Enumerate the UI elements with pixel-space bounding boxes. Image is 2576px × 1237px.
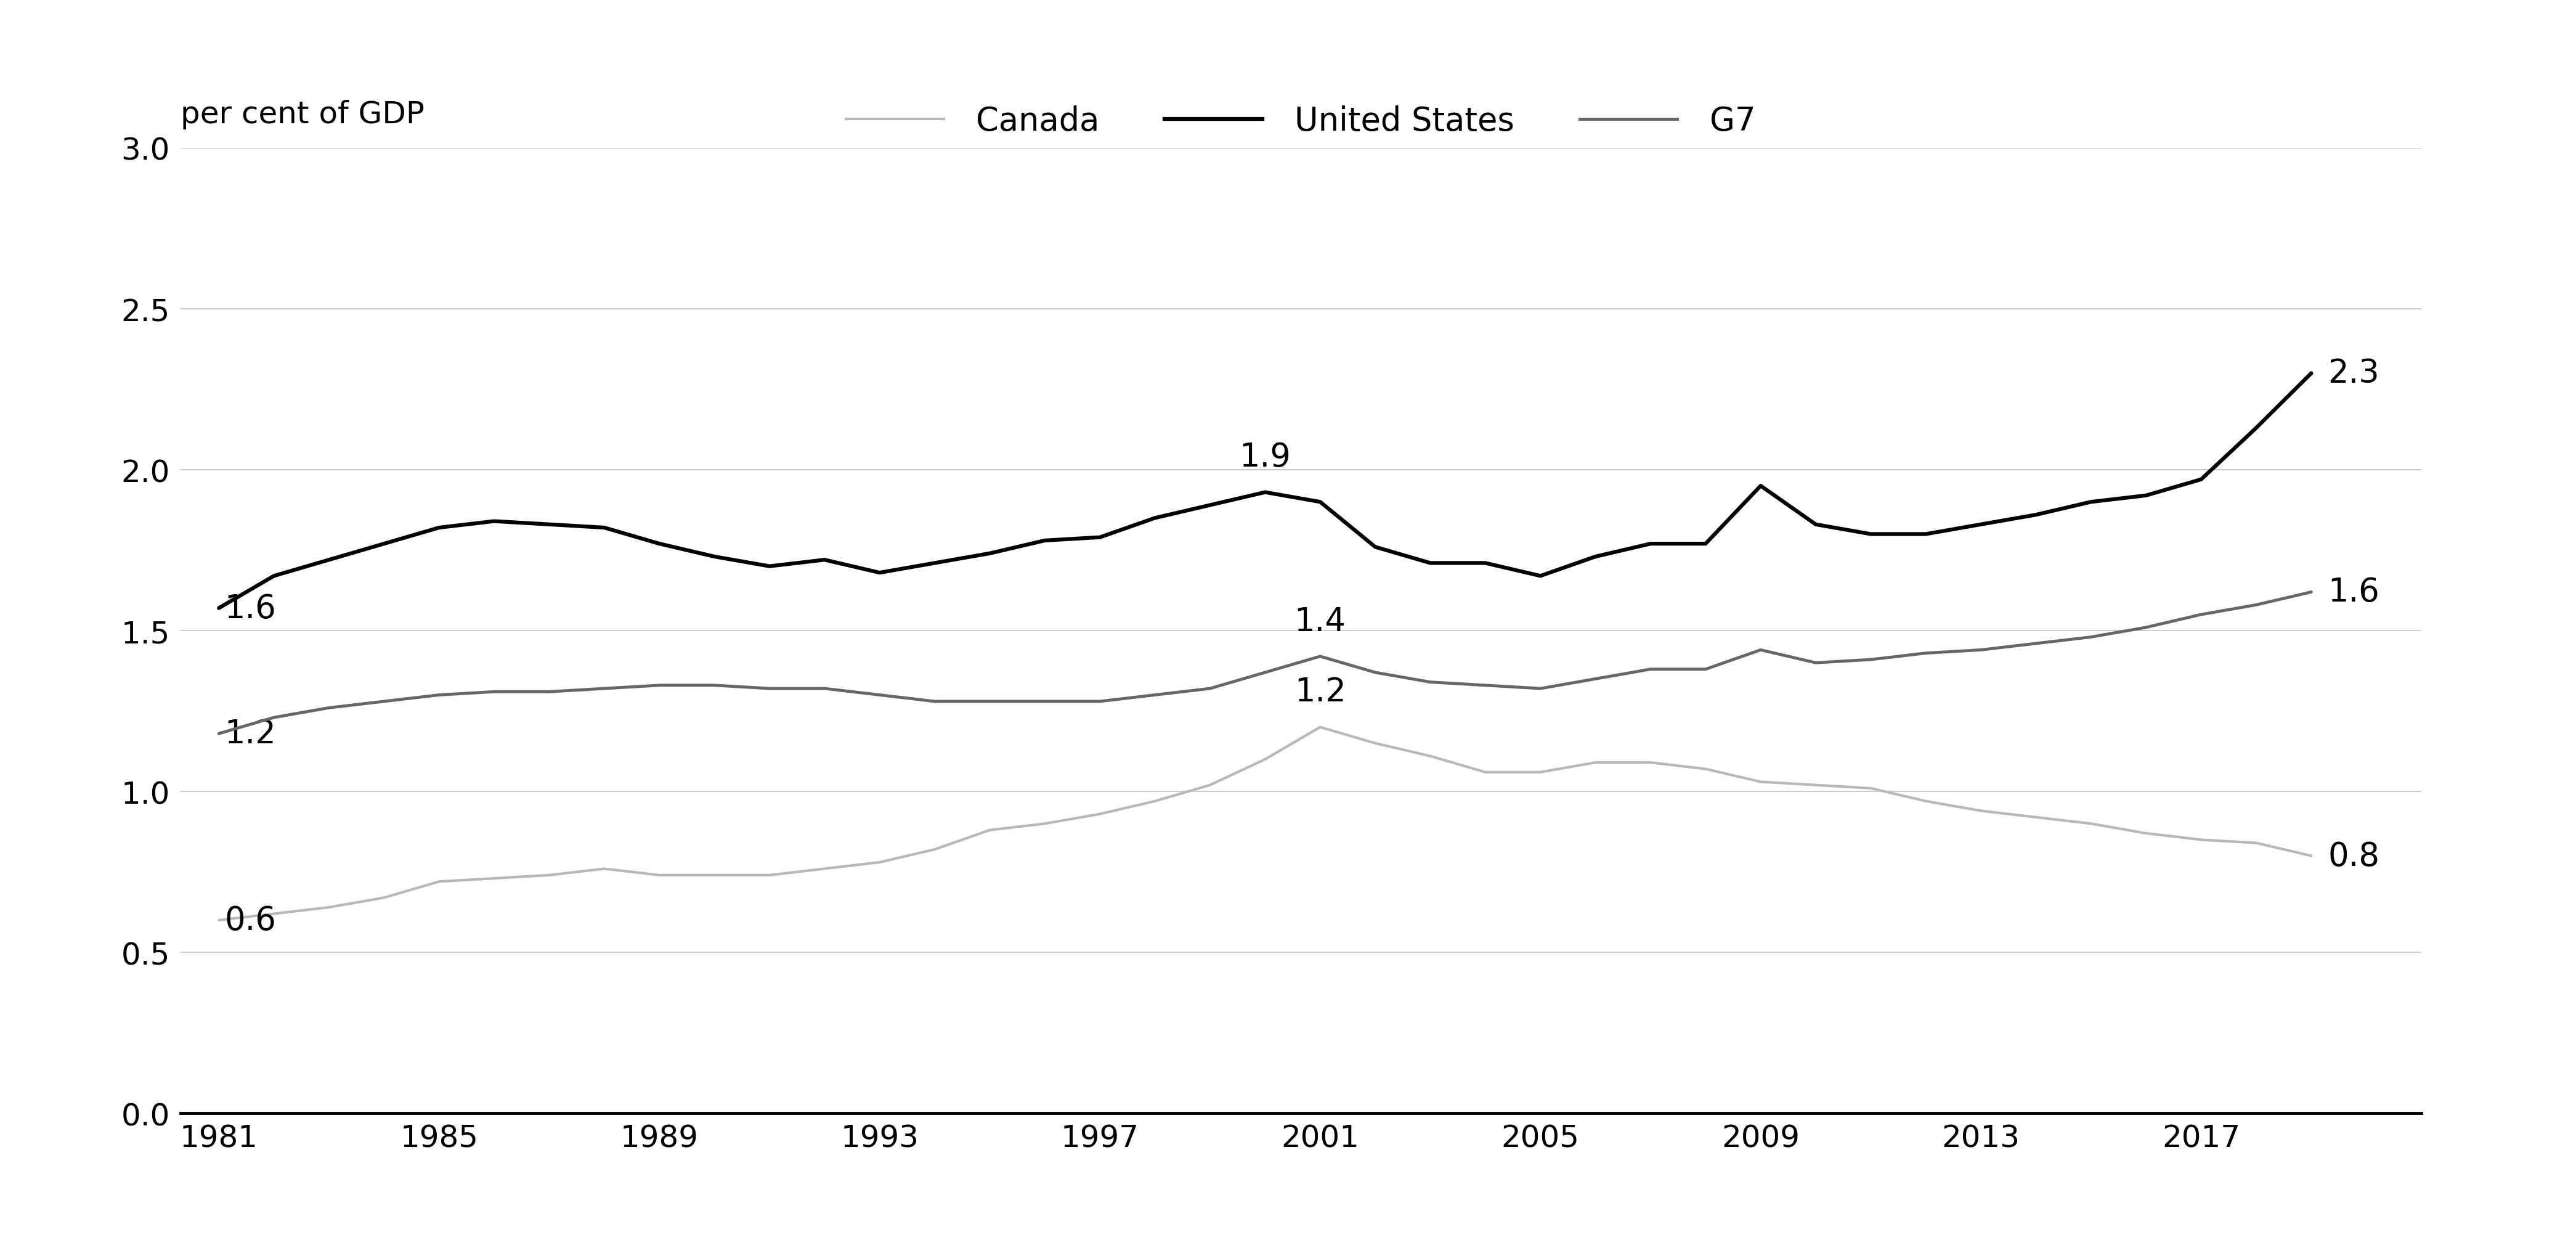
Text: 0.6: 0.6 [224,904,276,936]
Text: per cent of GDP: per cent of GDP [180,99,425,129]
Text: 1.4: 1.4 [1293,605,1347,637]
Text: 0.8: 0.8 [2329,840,2380,872]
Text: 1.9: 1.9 [1239,442,1291,474]
Text: 1.6: 1.6 [224,593,276,625]
Legend: Canada, United States, G7: Canada, United States, G7 [832,93,1770,151]
Text: 1.2: 1.2 [224,717,276,750]
Text: 2.3: 2.3 [2329,357,2380,390]
Text: 1.6: 1.6 [2329,576,2380,609]
Text: 1.2: 1.2 [1293,677,1345,708]
